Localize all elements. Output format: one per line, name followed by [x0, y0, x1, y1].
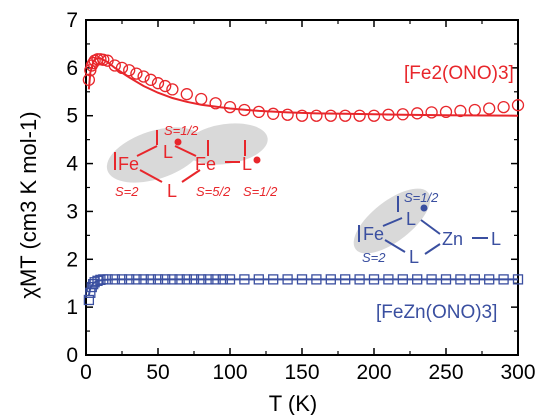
x-tick-label: 300: [500, 361, 535, 384]
data-point-fe2: [353, 109, 366, 122]
fe2-s-top: S=1/2: [164, 123, 199, 138]
data-point-fe2: [144, 73, 157, 86]
fe2-l-top-label: L: [163, 142, 173, 162]
data-point-fe2: [130, 67, 143, 80]
data-point-fe2: [108, 59, 121, 72]
fit-curve-1: [87, 57, 519, 117]
fe2-bonds: [114, 130, 246, 183]
fe2-s-fe-left: S=2: [115, 184, 139, 199]
data-point-fe2: [339, 109, 352, 122]
y-tick-label: 4: [66, 153, 78, 176]
data-point-fe2: [367, 109, 381, 122]
data-point-fe2: [195, 92, 208, 106]
data-point-fe2: [295, 109, 309, 122]
y-tick-label: 6: [66, 57, 78, 80]
fit-curve-3: [87, 278, 518, 296]
fezn-bonds: [358, 196, 488, 255]
data-point-fezn: [83, 294, 95, 306]
data-point-fe2: [281, 108, 294, 121]
fe2-s-fe-right: S=5/2: [196, 184, 231, 199]
data-point-fe2: [166, 83, 179, 96]
data-point-fe2: [483, 102, 496, 115]
fe2-l-bottom-label: L: [167, 181, 177, 201]
data-point-fe2: [123, 64, 136, 77]
data-point-fe2: [267, 107, 280, 120]
fezn-l-top-label: L: [406, 209, 416, 229]
fe2-radical-right: [253, 156, 261, 164]
data-point-fe2: [180, 88, 193, 101]
data-point-fe2: [425, 106, 438, 119]
fezn-s-top: S=1/2: [404, 190, 439, 205]
data-point-fe2: [151, 77, 165, 90]
fezn-scheme: Fe L L Zn L S=1/2 S=2: [353, 188, 501, 267]
y-tick-label: 1: [66, 296, 78, 319]
data-point-fe2: [468, 103, 481, 117]
fe2-scheme: Fe Fe L L L S=1/2 S=2 S=5/2 S=1/2: [106, 123, 278, 201]
data-point-fe2: [324, 109, 337, 122]
y-tick-label: 2: [66, 248, 78, 271]
y-axis-title: χMT (cm3 K mol-1): [16, 111, 41, 298]
data-point-fe2: [137, 70, 150, 83]
fe2-shade-right: [184, 123, 268, 165]
data-point-fe2: [159, 79, 172, 93]
plot-area: 0 50 100 150 200 250 300 0 1 2 3 4 5 6 7: [66, 9, 535, 384]
series-label-fezn: [FeZn(ONO)3]: [376, 302, 497, 323]
fezn-radical: [420, 204, 428, 212]
y-tick-label: 5: [66, 105, 78, 128]
y-tick-label: 0: [66, 344, 78, 367]
data-point-fe2: [454, 104, 467, 118]
data-point-fe2: [97, 53, 110, 66]
series-label-fe2: [Fe2(ONO)3]: [404, 63, 514, 84]
fezn-fe-label: Fe: [363, 224, 384, 244]
data-point-fe2: [511, 99, 525, 112]
fe2-l-right-label: L: [242, 154, 252, 174]
x-tick-label: 100: [212, 361, 247, 384]
fe2-radical-top: [174, 138, 182, 146]
fezn-l-bottom-label: L: [409, 247, 419, 267]
x-tick-label: 250: [428, 361, 463, 384]
fezn-shade: [353, 188, 431, 254]
fe2-fe-left-label: Fe: [118, 154, 139, 174]
y-tick-label: 3: [66, 200, 78, 223]
fe2-fe-right-label: Fe: [195, 154, 216, 174]
x-tick-label: 0: [80, 361, 92, 384]
x-tick-label: 200: [356, 361, 391, 384]
fezn-l-right-label: L: [491, 229, 501, 249]
x-tick-label: 50: [146, 361, 169, 384]
x-tick-label: 150: [284, 361, 319, 384]
data-point-fe2: [310, 109, 323, 122]
data-point-fe2: [497, 100, 510, 114]
data-point-fe2: [209, 97, 222, 110]
fezn-s-fe: S=2: [362, 250, 386, 265]
data-point-fe2: [411, 107, 424, 120]
y-tick-label: 7: [66, 9, 78, 32]
fe2-s-l-right: S=1/2: [243, 184, 278, 199]
x-axis-title: T (K): [269, 391, 317, 415]
fezn-zn-label: Zn: [442, 229, 463, 249]
data-point-fe2: [439, 105, 453, 119]
